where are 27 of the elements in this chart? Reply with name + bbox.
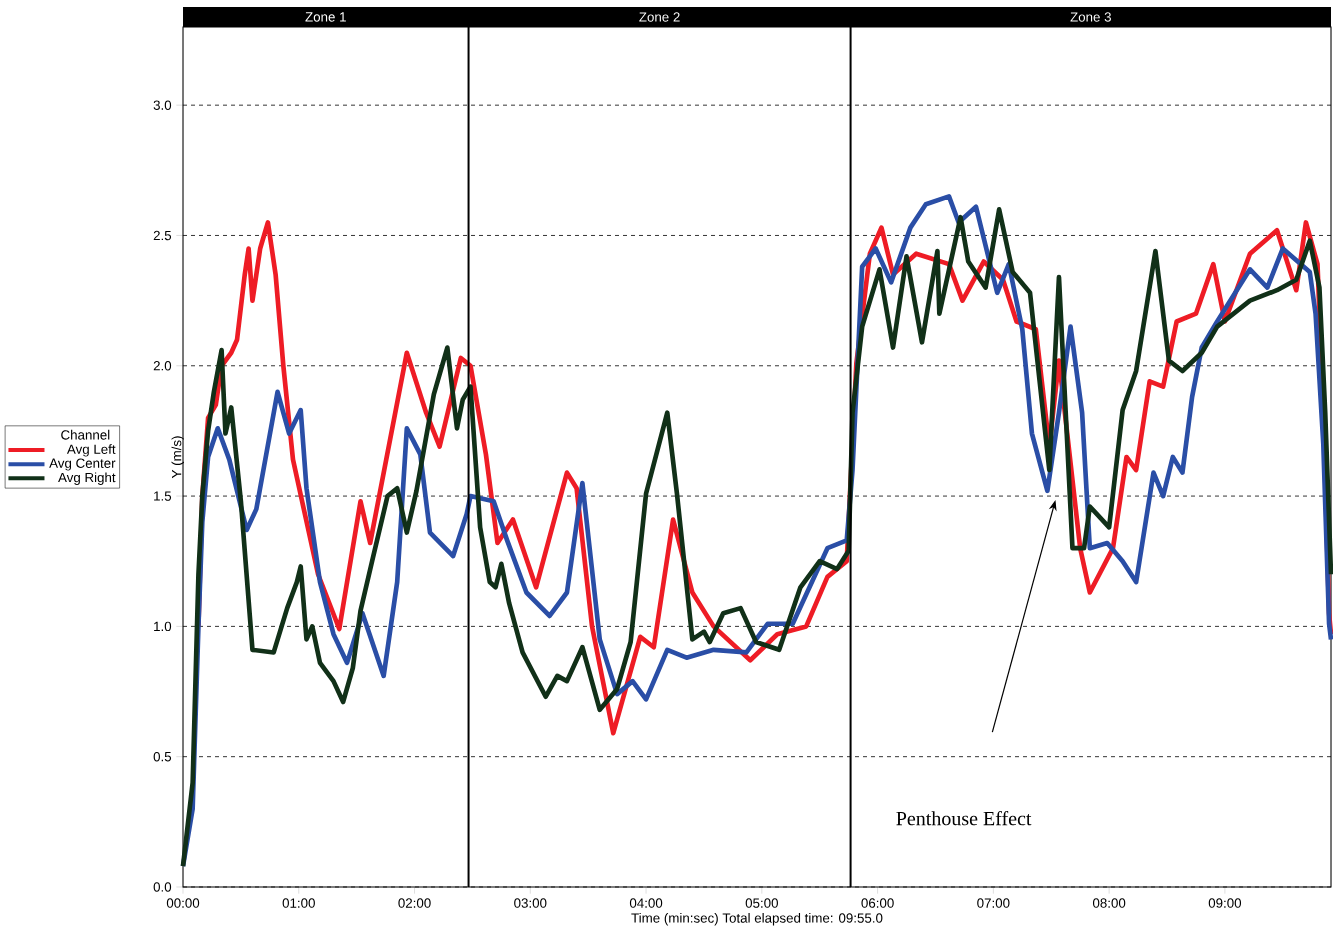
- y-tick-label: 0.0: [153, 882, 172, 892]
- y-tick-label: 3.0: [153, 100, 172, 110]
- x-tick-label: 05:00: [745, 898, 778, 908]
- legend-label: Avg Right: [58, 472, 116, 485]
- legend-label: Avg Center: [49, 458, 116, 471]
- y-tick-label: 1.0: [154, 621, 172, 632]
- x-tick-label: 02:00: [398, 898, 431, 908]
- y-tick-label: 1.5: [154, 491, 172, 501]
- text: Zone 1: [305, 12, 346, 22]
- y-tick-label: 2.0: [153, 361, 172, 371]
- text: Zone 3: [1070, 12, 1111, 22]
- x-axis-title: Time (min:sec) Total elapsed time: 09:55.0: [631, 912, 883, 926]
- y-tick-label: 0.5: [153, 751, 172, 762]
- x-tick-label: 00:00: [166, 898, 200, 908]
- x-tick-label: 03:00: [514, 898, 547, 908]
- x-tick-label: 09:00: [1208, 898, 1242, 908]
- x-tick-label: 08:00: [1092, 898, 1126, 908]
- text: Zone 2: [639, 12, 680, 22]
- legend-title: Channel: [61, 429, 110, 440]
- x-tick-label: 04:00: [629, 898, 663, 908]
- y-tick-label: 2.5: [153, 230, 172, 241]
- annotation: Penthouse Effect: [896, 811, 1032, 826]
- y-axis-title: Y (m/s): [171, 436, 184, 479]
- x-tick-label: 01:00: [282, 898, 315, 908]
- x-tick-label: 07:00: [977, 898, 1010, 908]
- x-tick-label: 06:00: [861, 898, 894, 908]
- legend-label: Avg Left: [66, 444, 116, 457]
